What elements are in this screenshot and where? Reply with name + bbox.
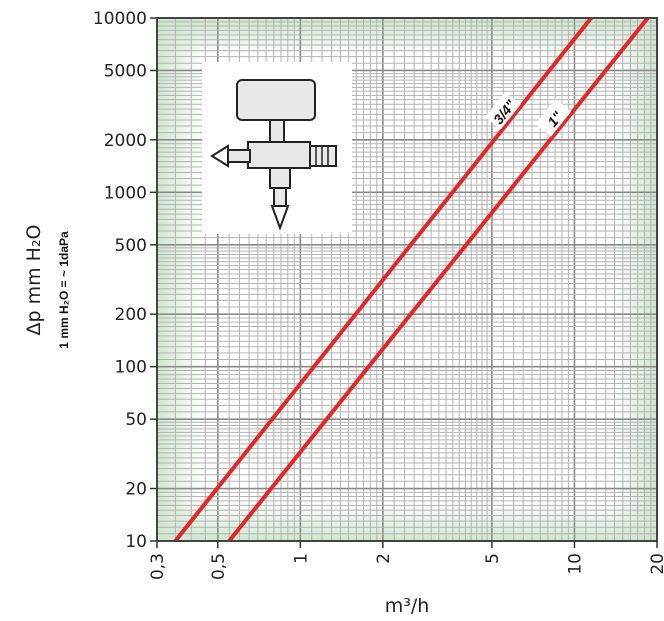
- x-tick-label: 10: [565, 553, 585, 575]
- series-layer: [173, 18, 650, 541]
- y-tick-label: 100: [115, 358, 147, 378]
- y-tick-label: 2000: [104, 131, 147, 151]
- valve-diagram-icon: [202, 62, 352, 234]
- unit-note: 1 mm H₂O = ~ 1daPa: [57, 231, 71, 349]
- plot-frame: [156, 17, 658, 542]
- series-label-bg: [485, 92, 521, 130]
- x-tick-label: 20: [648, 553, 664, 575]
- series-line: [227, 18, 650, 541]
- y-tick-label: 50: [125, 410, 147, 430]
- x-tick-labels: 0,3 0,5 1 2 5 10 20: [148, 541, 664, 580]
- x-tick-label: 5: [483, 553, 503, 564]
- y-tick-label: 10: [125, 532, 147, 552]
- series-label-bg: [535, 99, 572, 137]
- x-tick-label: 1: [291, 553, 311, 564]
- y-tick-label: 500: [115, 236, 147, 256]
- y-axis-label: Δp mm H₂O: [23, 224, 45, 335]
- x-tick-label: 2: [374, 553, 394, 564]
- y-tick-label: 10000: [93, 9, 147, 29]
- x-axis-label: m³/h: [385, 595, 430, 617]
- x-tick-label: 0,5: [209, 553, 229, 580]
- y-tick-label: 1000: [104, 183, 147, 203]
- series-line: [173, 18, 594, 541]
- x-tick-label: 0,3: [148, 553, 168, 580]
- y-tick-label: 20: [125, 480, 147, 500]
- y-tick-labels: 10 20 50 100 200 500 1000 2000 5000 10000: [93, 9, 157, 552]
- y-tick-label: 200: [115, 305, 147, 325]
- y-tick-label: 5000: [104, 61, 147, 81]
